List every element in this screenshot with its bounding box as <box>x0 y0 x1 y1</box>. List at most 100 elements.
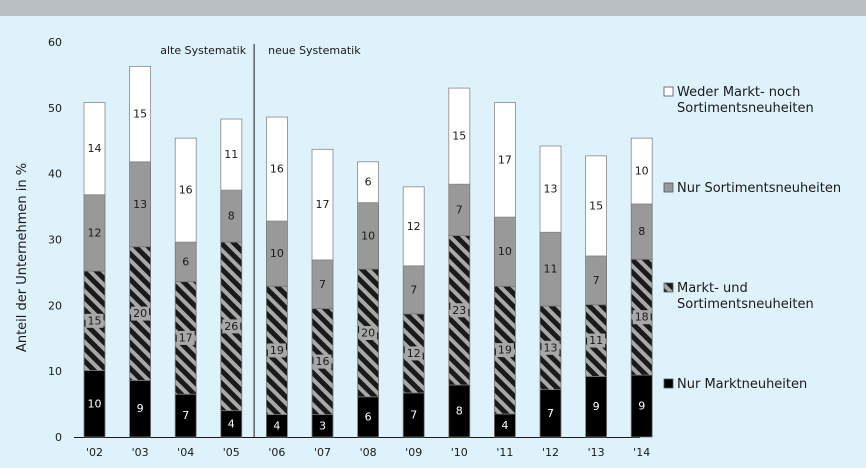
data-label: 11 <box>589 334 603 347</box>
x-tick-label: '05 <box>223 446 240 459</box>
data-label: 10 <box>635 165 649 178</box>
data-label: 7 <box>547 407 554 420</box>
data-label: 19 <box>270 344 284 357</box>
data-label: 7 <box>410 283 417 296</box>
data-label-background <box>85 313 104 328</box>
y-tick-label-0: 0 <box>55 431 62 444</box>
data-label: 17 <box>498 153 512 166</box>
annotation-alte-systematik: alte Systematik <box>160 44 247 57</box>
data-label: 3 <box>319 419 326 432</box>
x-tick-label: '03 <box>132 446 149 459</box>
axis-layer: 0 10 20 30 40 50 60 '02 '03 '04 '05 '06 '07 '08 '09 '10… <box>48 36 650 459</box>
data-label: 6 <box>182 255 189 268</box>
bar-segment <box>585 155 607 257</box>
data-label: 9 <box>638 400 645 413</box>
bar-segment <box>493 102 516 218</box>
x-tick-label: '12 <box>542 446 559 459</box>
data-label-background <box>313 354 332 369</box>
data-label-background <box>267 343 286 358</box>
data-label: 15 <box>452 130 466 143</box>
x-tick-label: '08 <box>360 446 377 459</box>
data-label: 11 <box>544 263 558 276</box>
data-label: 6 <box>365 176 372 189</box>
y-tick-label-10: 10 <box>48 365 62 378</box>
legend-label: Nur Sortimentsneuheiten <box>677 181 841 196</box>
data-label: 20 <box>361 326 375 339</box>
data-label: 4 <box>273 419 280 432</box>
legend-swatch <box>663 282 674 293</box>
data-label: 11 <box>224 148 238 161</box>
data-label: 14 <box>88 142 102 155</box>
legend-swatch <box>663 378 674 389</box>
data-label: 10 <box>270 247 284 260</box>
bar-segment <box>83 102 106 196</box>
x-tick-label: '14 <box>633 446 650 459</box>
legend-label: Nur Marktneuheiten <box>677 377 807 392</box>
legend-swatch <box>663 182 674 193</box>
data-label-background <box>359 325 378 340</box>
data-label-background <box>450 303 469 318</box>
data-label: 26 <box>224 320 238 333</box>
y-tick-label-20: 20 <box>48 299 62 312</box>
data-label: 19 <box>498 344 512 357</box>
data-label: 16 <box>270 163 284 176</box>
legend-layer: Weder Markt- noch Sortimentsneuheiten Nur … <box>663 85 841 392</box>
data-label: 4 <box>501 419 508 432</box>
data-label: 8 <box>456 404 463 417</box>
y-tick-label-60: 60 <box>48 36 62 49</box>
data-label: 17 <box>179 331 193 344</box>
data-label-background <box>541 340 560 355</box>
bar-segment <box>129 65 152 163</box>
data-label: 7 <box>593 274 600 287</box>
data-label: 10 <box>498 245 512 258</box>
data-label: 15 <box>133 108 147 121</box>
data-label: 23 <box>452 304 466 317</box>
data-label: 12 <box>407 347 421 360</box>
data-label: 16 <box>179 184 193 197</box>
bar-segment <box>311 148 334 261</box>
data-label: 20 <box>133 307 147 320</box>
x-tick-label: '07 <box>314 446 331 459</box>
data-label: 10 <box>361 229 375 242</box>
data-label-background <box>131 306 150 321</box>
data-label: 13 <box>544 341 558 354</box>
bar-segment <box>220 118 243 191</box>
x-tick-label: '02 <box>86 446 103 459</box>
data-label: 7 <box>456 203 463 216</box>
x-tick-label: '09 <box>405 446 422 459</box>
x-tick-label: '04 <box>177 446 194 459</box>
bar-segment <box>630 137 653 205</box>
bar-layer <box>83 65 653 438</box>
data-label: 9 <box>137 402 144 415</box>
data-label: 9 <box>593 400 600 413</box>
data-label: 15 <box>88 314 102 327</box>
data-label-background <box>495 343 514 358</box>
legend-label: Markt- und Sortimentsneuheiten <box>677 281 814 312</box>
data-label-background <box>632 310 651 325</box>
data-label-background <box>587 333 606 348</box>
annotation-neue-systematik: neue Systematik <box>268 44 361 57</box>
y-tick-label-40: 40 <box>48 168 62 181</box>
data-label-background <box>222 319 241 334</box>
data-label: 4 <box>228 417 235 430</box>
data-label: 10 <box>88 397 102 410</box>
data-label: 7 <box>319 278 326 291</box>
x-tick-label: '10 <box>451 446 468 459</box>
data-label: 7 <box>410 408 417 421</box>
bar-segment <box>174 137 197 243</box>
top-bar <box>0 0 866 16</box>
data-label-background <box>404 346 423 361</box>
bar-segment <box>402 186 425 267</box>
data-label: 8 <box>228 210 235 223</box>
data-label: 18 <box>635 311 649 324</box>
data-label-background <box>176 330 195 345</box>
data-label: 13 <box>544 183 558 196</box>
legend-label: Weder Markt- noch Sortimentsneuheiten <box>677 85 814 116</box>
y-tick-label-50: 50 <box>48 102 62 115</box>
data-label: 16 <box>316 355 330 368</box>
data-label: 6 <box>365 410 372 423</box>
data-label: 15 <box>589 199 603 212</box>
y-axis-label: Anteil der Unternehmen in % <box>15 163 30 352</box>
